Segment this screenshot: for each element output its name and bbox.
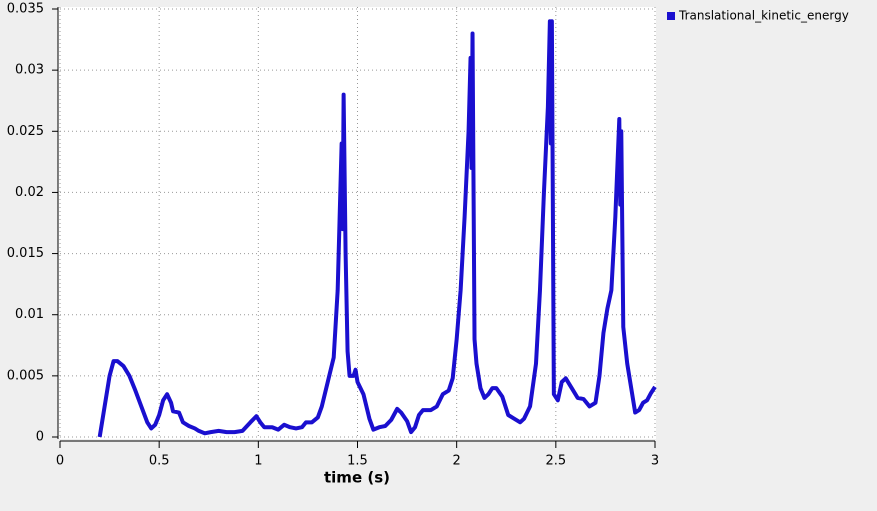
legend-swatch (667, 12, 675, 20)
y-tick-label: 0 (36, 430, 44, 445)
x-tick-label: 0 (56, 454, 64, 469)
x-axis-label: time (s) (324, 469, 390, 487)
legend-label: Translational_kinetic_energy (678, 9, 849, 23)
y-tick-label: 0.005 (7, 368, 44, 383)
x-tick-label: 2 (453, 454, 461, 469)
y-tick-label: 0.035 (7, 2, 44, 17)
series-line (97, 19, 657, 438)
y-tick-label: 0.015 (7, 246, 44, 261)
x-tick-label: 3 (651, 454, 659, 469)
x-tick-label: 1.5 (347, 454, 368, 469)
x-tick-label: 2.5 (545, 454, 566, 469)
y-tick-label: 0.01 (15, 307, 44, 322)
y-tick-label: 0.025 (7, 124, 44, 139)
y-tick-label: 0.02 (15, 185, 44, 200)
y-tick-label: 0.03 (15, 63, 44, 78)
x-tick-label: 1 (254, 454, 262, 469)
x-tick-label: 0.5 (149, 454, 170, 469)
